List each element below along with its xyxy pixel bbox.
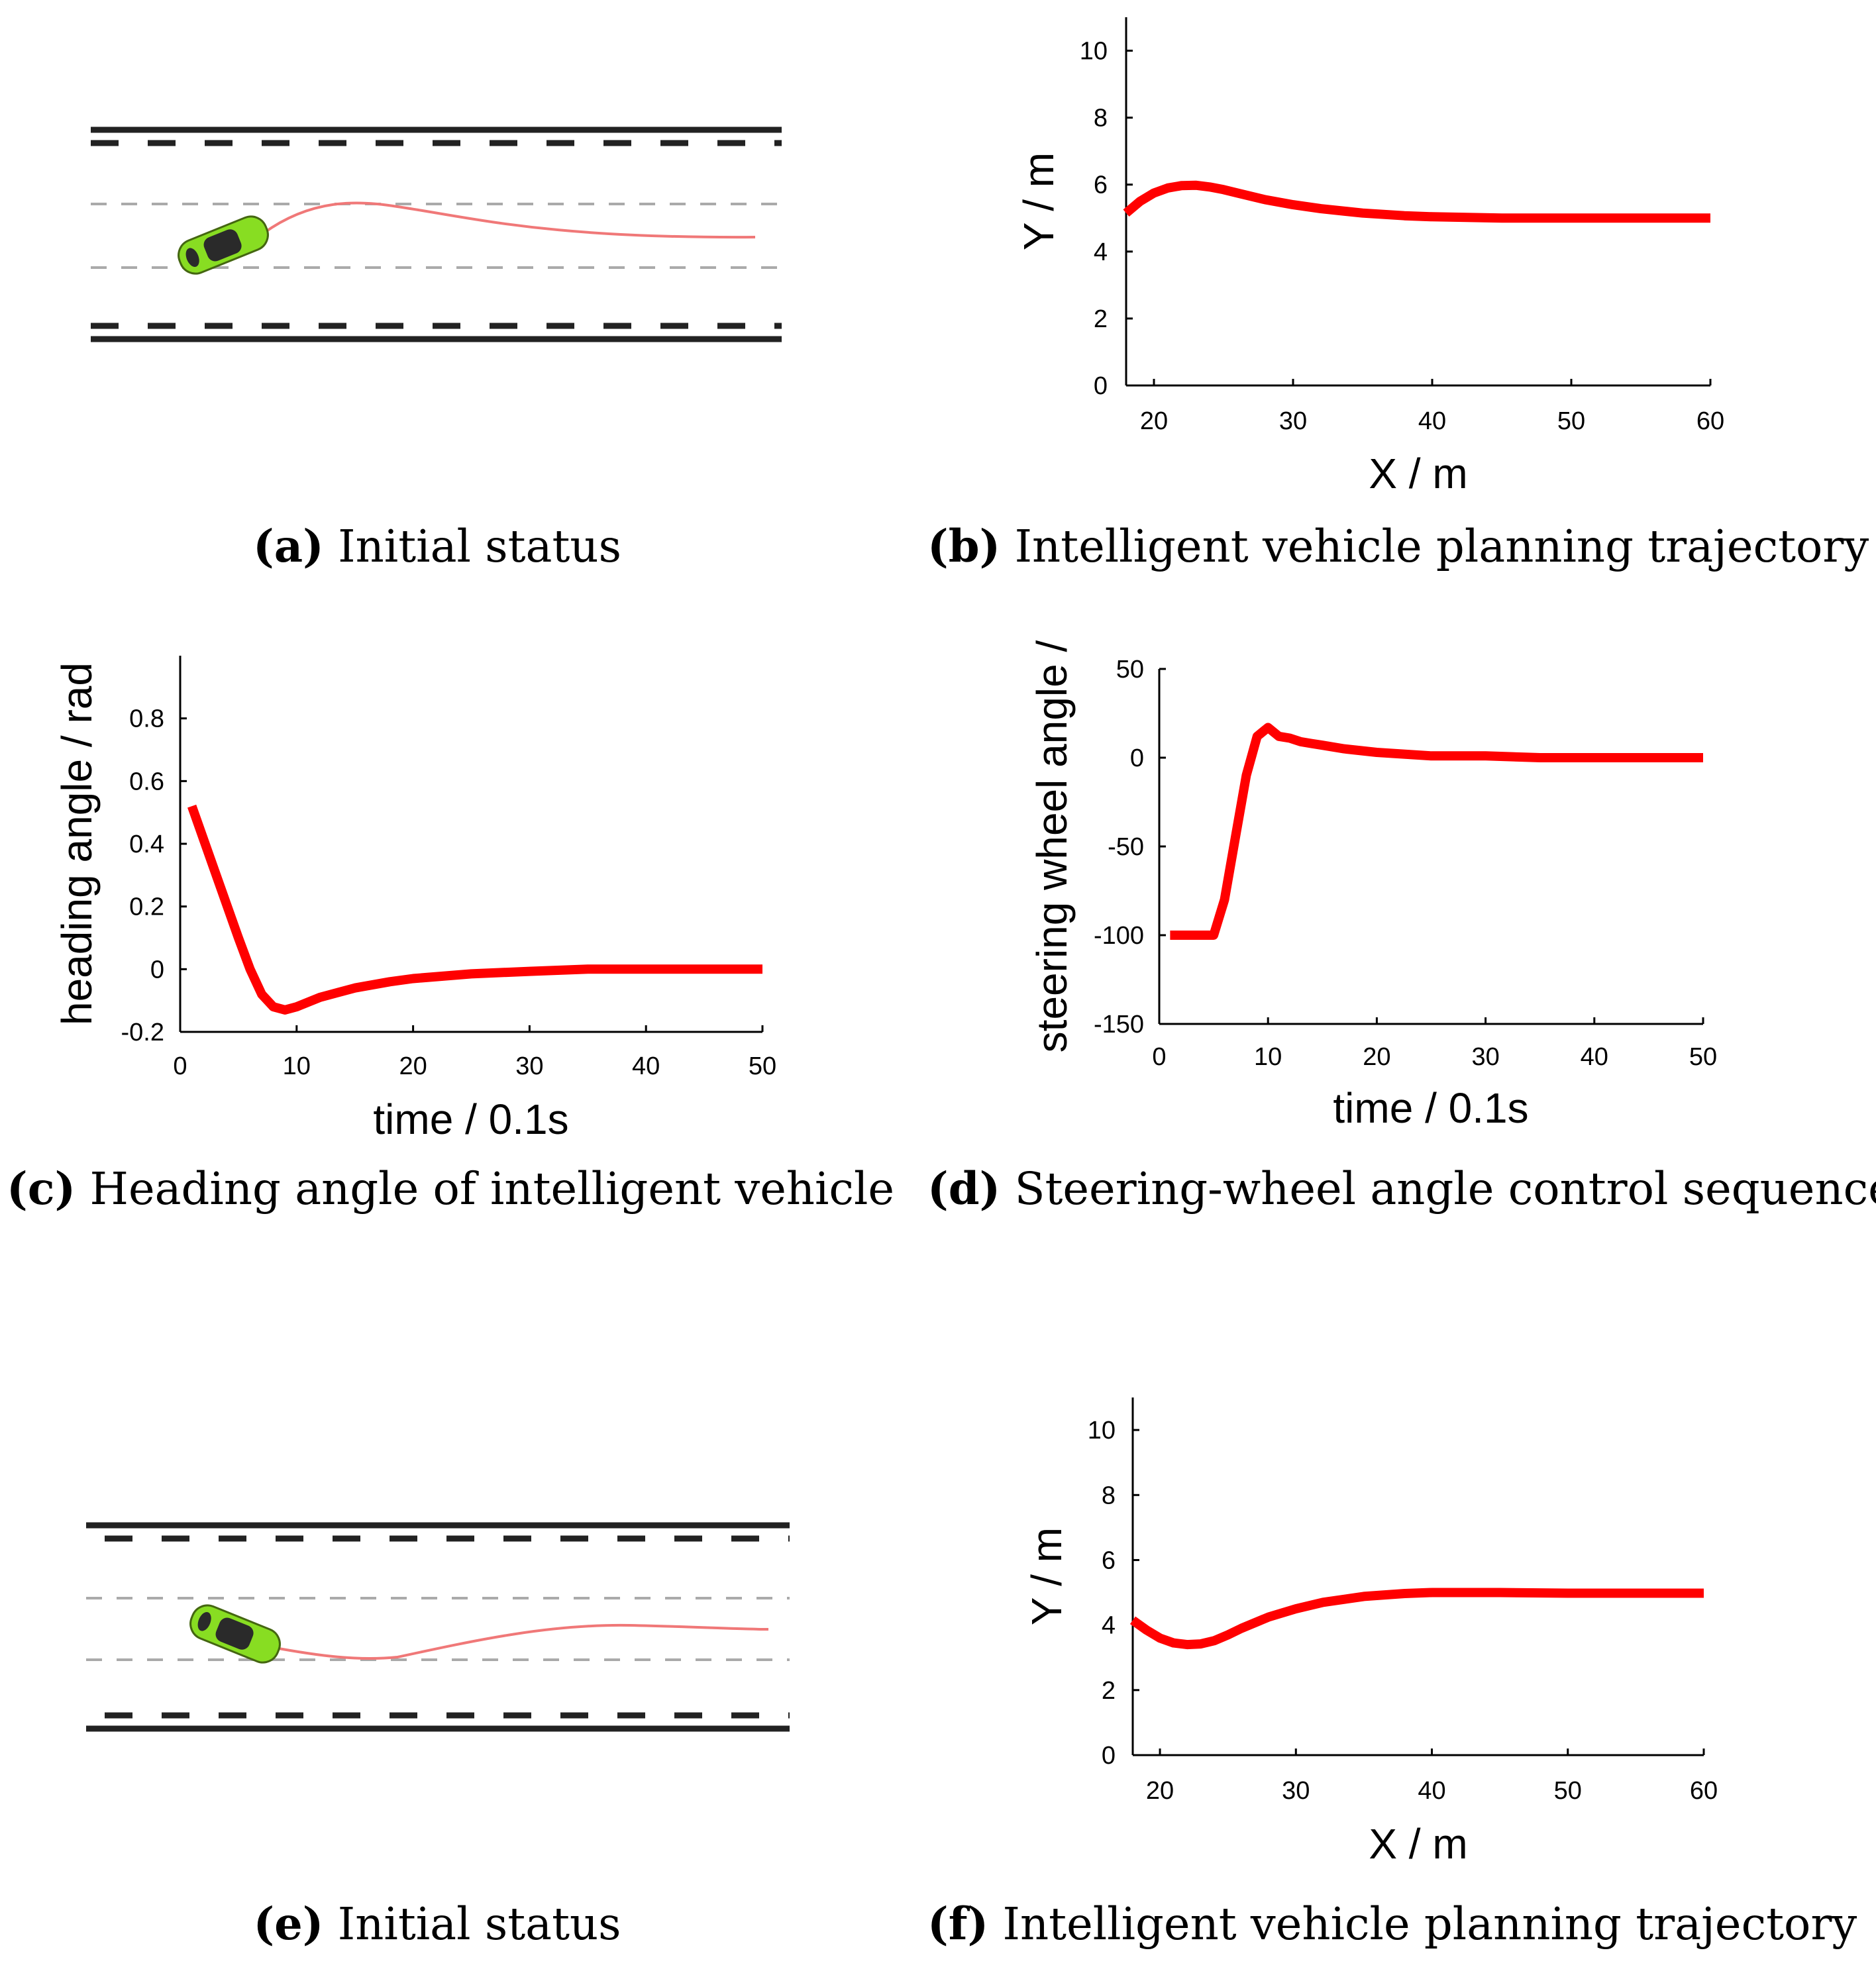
y-tick-label: 0 (1094, 372, 1108, 400)
y-tick-label: 0 (150, 956, 164, 984)
x-tick-label: 40 (1418, 1777, 1445, 1805)
caption-a-text: Initial status (338, 521, 621, 572)
y-tick-label: 8 (1102, 1482, 1116, 1509)
series-line-trajectory (1123, 180, 1710, 223)
y-tick-label: 0.6 (129, 768, 164, 795)
car-icon (189, 1604, 281, 1664)
y-axis-label: steering wheel angle / (1028, 640, 1076, 1052)
chart-d-steering-angle: -150 -100 -50 0 50 0 10 20 30 40 50 time / 0.1s stee… (1028, 640, 1717, 1132)
x-tick-label: 20 (1146, 1777, 1174, 1805)
x-tick-label: 30 (1279, 407, 1307, 435)
x-tick-label: 20 (399, 1052, 427, 1080)
x-tick-label: 30 (515, 1052, 543, 1080)
series-line-heading (187, 804, 762, 1015)
chart-c-heading-angle: -0.2 0 0.2 0.4 0.6 0.8 0 10 20 30 40 50 time / 0.1s h… (53, 656, 776, 1143)
x-tick-label: 40 (1418, 407, 1446, 435)
x-tick-label: 30 (1282, 1777, 1310, 1805)
planned-path (262, 201, 756, 239)
x-axis-label: time / 0.1s (373, 1095, 568, 1143)
x-tick-label: 20 (1140, 407, 1168, 435)
x-tick-label: 0 (173, 1052, 187, 1080)
y-tick-label: 8 (1094, 105, 1108, 132)
y-tick-label: 50 (1116, 656, 1144, 684)
chart-f-trajectory: 0 2 4 6 8 10 20 30 40 50 60 X / m Y / m (1023, 1397, 1718, 1868)
x-tick-label: 50 (1554, 1777, 1582, 1805)
x-tick-label: 50 (1689, 1043, 1717, 1071)
caption-c-label: (c) (7, 1162, 76, 1215)
y-tick-label: -50 (1108, 833, 1144, 861)
x-axis-label: X / m (1369, 1820, 1467, 1868)
caption-e-label: (e) (253, 1898, 324, 1950)
x-tick-label: 30 (1471, 1043, 1499, 1071)
y-axis-label: Y / m (1015, 152, 1063, 250)
x-tick-label: 40 (632, 1052, 660, 1080)
caption-e-text: Initial status (337, 1898, 621, 1950)
series-line-trajectory (1129, 1588, 1704, 1650)
y-tick-label: 6 (1094, 172, 1108, 199)
x-tick-label: 10 (283, 1052, 311, 1080)
y-tick-label: 0.4 (129, 831, 164, 858)
y-axis-label: heading angle / rad (53, 662, 101, 1025)
x-tick-label: 20 (1363, 1043, 1390, 1071)
x-tick-label: 40 (1581, 1043, 1608, 1071)
x-axis-label: time / 0.1s (1333, 1084, 1528, 1132)
caption-d-label: (d) (927, 1162, 1001, 1215)
x-tick-label: 50 (1557, 407, 1585, 435)
caption-f: (f) Intelligent vehicle planning traject… (927, 1898, 1857, 1950)
x-tick-label: 60 (1690, 1777, 1718, 1805)
caption-d-text: Steering-wheel angle control sequence (1014, 1163, 1876, 1215)
y-tick-label: 4 (1102, 1612, 1116, 1640)
y-tick-label: 0 (1102, 1742, 1116, 1770)
x-tick-label: 50 (749, 1052, 776, 1080)
car-icon (178, 215, 269, 275)
y-tick-label: -100 (1094, 922, 1144, 950)
x-tick-label: 0 (1152, 1043, 1166, 1071)
caption-d: (d) Steering-wheel angle control sequenc… (927, 1162, 1876, 1215)
y-tick-label: -150 (1094, 1011, 1144, 1039)
chart-b-trajectory: 0 2 4 6 8 10 20 30 40 50 60 X / m Y / m (1015, 17, 1724, 497)
y-tick-label: 0 (1130, 744, 1144, 772)
caption-a-label: (a) (253, 520, 324, 572)
caption-a: (a) Initial status (172, 520, 702, 572)
caption-b: (b) Intelligent vehicle planning traject… (927, 520, 1869, 572)
caption-e: (e) Initial status (172, 1898, 702, 1950)
x-tick-label: 60 (1696, 407, 1724, 435)
caption-c: (c) Heading angle of intelligent vehicle (7, 1162, 894, 1215)
caption-b-label: (b) (927, 520, 1001, 572)
x-axis-label: X / m (1369, 450, 1467, 497)
caption-f-label: (f) (927, 1898, 989, 1950)
caption-b-text: Intelligent vehicle planning trajectory (1014, 521, 1869, 572)
caption-f-text: Intelligent vehicle planning trajectory (1002, 1898, 1857, 1950)
x-tick-label: 10 (1254, 1043, 1282, 1071)
road-scene-e (86, 1522, 790, 1732)
y-tick-label: 2 (1094, 305, 1108, 333)
road-scene-a (91, 127, 782, 342)
y-axis-label: Y / m (1023, 1527, 1070, 1625)
y-tick-label: 10 (1080, 38, 1108, 66)
series-line-steering (1170, 723, 1703, 940)
y-tick-label: 0.8 (129, 705, 164, 733)
y-tick-label: 4 (1094, 238, 1108, 266)
caption-c-text: Heading angle of intelligent vehicle (89, 1163, 895, 1215)
y-tick-label: 10 (1088, 1417, 1116, 1445)
y-tick-label: 6 (1102, 1546, 1116, 1574)
y-tick-label: 0.2 (129, 893, 164, 921)
planned-path (271, 1623, 769, 1660)
y-tick-label: 2 (1102, 1677, 1116, 1705)
y-tick-label: -0.2 (121, 1019, 164, 1046)
